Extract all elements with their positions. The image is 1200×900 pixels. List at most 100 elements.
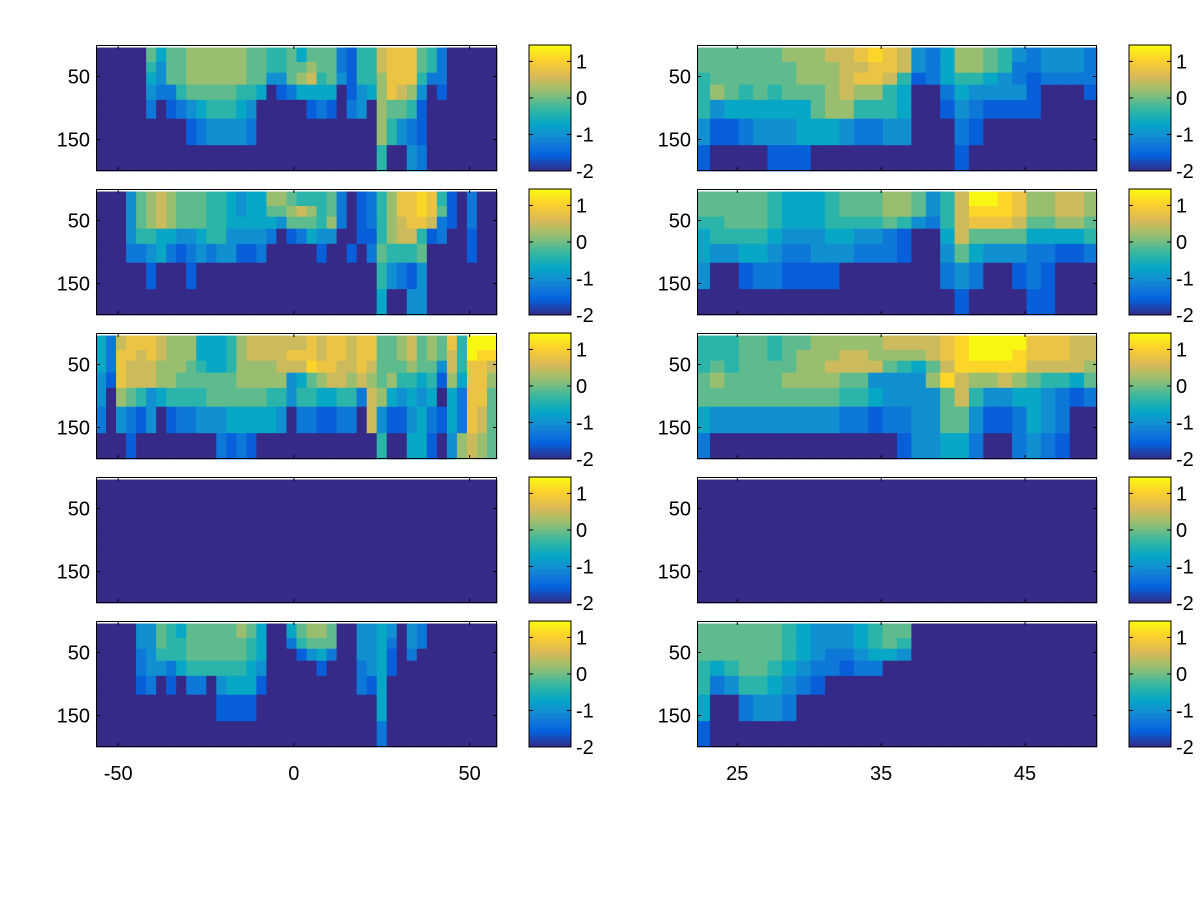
heatmap-cell [897,660,912,677]
heatmap-cell [1069,516,1085,533]
heatmap-cell [1069,479,1085,495]
heatmap-cell [266,675,277,696]
heatmap-cell [983,99,999,120]
heatmap-cell [882,494,898,506]
heatmap-cell [316,216,327,230]
heatmap-cell [983,335,999,351]
heatmap-cell [882,62,898,74]
heatmap-cell [256,216,267,230]
heatmap-cell [796,72,812,86]
heatmap-cell [266,387,277,408]
heatmap-cell [868,638,884,650]
heatmap-cell [767,228,783,245]
heatmap-cell [446,516,458,533]
heatmap-cell [296,191,307,207]
heatmap-cell [216,638,227,650]
heatmap-cell [216,504,227,518]
heatmap-cell [176,360,187,374]
heatmap-cell [356,228,368,245]
heatmap-cell [466,72,478,86]
heatmap-cell [724,262,740,290]
heatmap-cell [266,516,277,533]
heatmap-cell [839,531,855,552]
heatmap-cell [336,243,348,264]
heatmap-cell [476,99,488,120]
heatmap-cell [767,550,783,578]
heatmap-cell [925,191,941,207]
heatmap-cell [296,216,307,230]
heatmap-cell [925,216,941,230]
heatmap-cell [697,228,711,245]
heatmap-cell [954,577,970,604]
heatmap-cell [406,516,418,533]
heatmap-cell [306,206,317,218]
heatmap-cell [983,72,999,86]
heatmap-cell [246,550,257,578]
heatmap-cell [376,350,388,362]
heatmap-cell [1084,289,1098,316]
heatmap-cell [226,660,237,677]
heatmap-cell [216,387,227,408]
heatmap-cell [366,262,378,290]
heatmap-cell [767,675,783,696]
heatmap-cell [426,191,438,207]
heatmap-cell [853,84,869,101]
heatmap-cell [1026,387,1042,408]
heatmap-cell [1069,145,1085,172]
heatmap-cell [406,72,418,86]
heatmap-cell [753,191,768,207]
heatmap-cell [96,62,107,74]
heatmap-cell [810,721,826,748]
heatmap-cell [882,262,898,290]
heatmap-cell [136,99,147,120]
x-tick-label: 0 [288,763,299,785]
heatmap-cell [897,494,912,506]
heatmap-cell [954,648,970,662]
heatmap-cell [954,262,970,290]
heatmap-cell [466,118,478,146]
heatmap-cell [796,62,812,74]
heatmap-cell [753,504,768,518]
heatmap-cell [724,721,740,748]
heatmap-cell [346,504,358,518]
heatmap-cell [825,387,840,408]
heatmap-cell [925,289,941,316]
heatmap-cell [697,721,711,748]
heatmap-cell [406,550,418,578]
heatmap-cell [136,694,147,722]
heatmap-cell [868,335,884,351]
heatmap-cell [226,550,237,578]
heatmap-cell [925,360,941,374]
heatmap-cell [925,387,941,408]
heatmap-cell [1084,387,1098,408]
heatmap-cell [276,675,287,696]
heatmap-cell [825,675,840,696]
heatmap-cell [286,72,297,86]
heatmap-cell [446,72,458,86]
heatmap-cell [911,72,927,86]
heatmap-cell [336,262,348,290]
heatmap-cell [296,433,307,460]
heatmap-cell [386,289,398,316]
heatmap-cell [266,228,277,245]
heatmap-cell [356,84,368,101]
heatmap-cell [196,648,207,662]
heatmap-cell [166,387,177,408]
heatmap-cell [853,638,869,650]
heatmap-cell [136,638,147,650]
heatmap-cell [954,350,970,362]
heatmap-cell [697,145,711,172]
heatmap-cell [767,406,783,434]
heatmap-cell [376,648,388,662]
heatmap-cell [316,531,327,552]
y-tick-label: 150 [57,274,90,296]
heatmap-cell [356,72,368,86]
heatmap-cell [767,721,783,748]
heatmap-cell [697,531,711,552]
x-tick-label: -50 [104,763,133,785]
heatmap-cell [486,479,498,495]
heatmap-cell [868,360,884,374]
heatmap-cell [968,694,984,722]
heatmap-cell [1055,372,1071,389]
heatmap-cell [466,406,478,434]
